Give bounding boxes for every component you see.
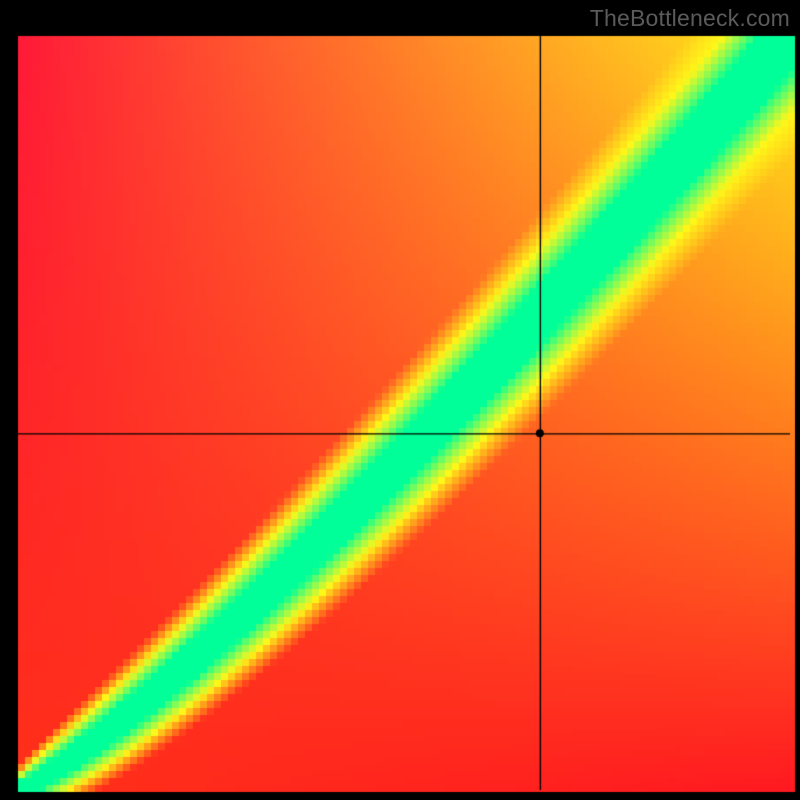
watermark-text: TheBottleneck.com: [590, 5, 790, 32]
heatmap-canvas: [0, 0, 800, 800]
chart-container: TheBottleneck.com: [0, 0, 800, 800]
